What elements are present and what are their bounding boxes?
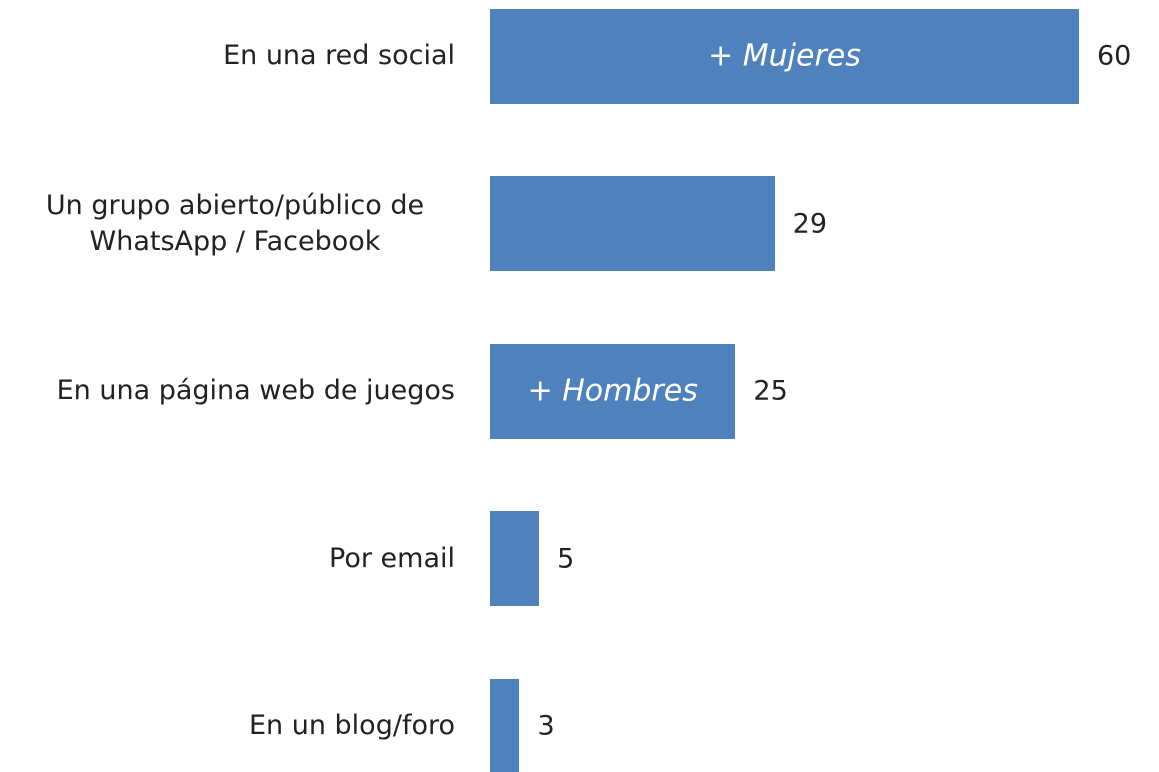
value-label: 25 — [753, 375, 788, 407]
value-label: 29 — [792, 208, 828, 239]
value-label: 3 — [537, 710, 555, 742]
annotation: + Mujeres — [708, 38, 861, 74]
bar — [490, 8, 1079, 104]
value-label: 60 — [1097, 40, 1132, 72]
category-label: Un grupo abierto/público de WhatsApp / F… — [45, 189, 425, 257]
annotation: + Hombres — [527, 373, 698, 409]
value-label: 5 — [557, 543, 575, 574]
bar — [490, 176, 775, 271]
category-label: En un blog/foro — [248, 710, 455, 741]
bar — [490, 343, 736, 439]
category-label: En una red social — [223, 40, 455, 71]
category-label: En una página web de juegos — [56, 375, 455, 406]
bar — [490, 678, 520, 772]
category-label: Por email — [329, 542, 455, 574]
bar — [490, 511, 540, 606]
